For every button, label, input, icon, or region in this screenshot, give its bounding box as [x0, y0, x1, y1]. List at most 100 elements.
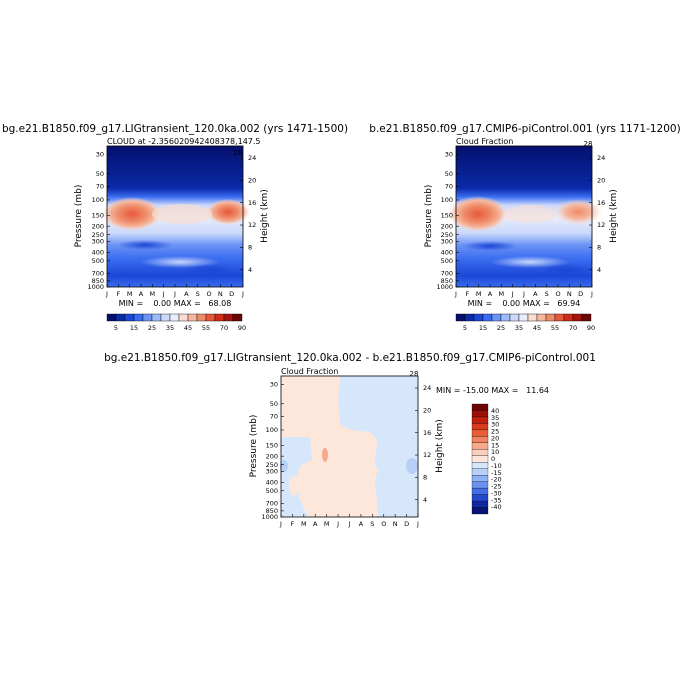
colorbar-swatch	[471, 442, 489, 450]
pressure-tick-label: 50	[270, 400, 278, 408]
pressure-tick-label: 850	[92, 277, 104, 285]
colorbar-label: 30	[491, 421, 499, 429]
pressure-tick-label: 1000	[261, 513, 278, 521]
colorbar-label: -30	[491, 489, 502, 497]
colorbar-label: 0	[491, 455, 495, 463]
month-tick-label: O	[381, 520, 386, 528]
colorbar-swatch	[455, 313, 466, 322]
colorbar-label: 70	[569, 324, 577, 332]
pressure-tick-label: 100	[92, 196, 104, 204]
month-tick-label: J	[454, 290, 457, 298]
pressure-tick-label: 100	[441, 196, 453, 204]
pressure-tick-label: 850	[441, 277, 453, 285]
pressure-tick-label: 850	[266, 507, 278, 515]
colorbar-label: 35	[515, 324, 523, 332]
month-tick-label: J	[348, 520, 351, 528]
month-tick-label: J	[511, 290, 514, 298]
pressure-tick-label: 70	[270, 413, 278, 421]
colorbar-label: 20	[491, 434, 499, 442]
height-tick-label: 20	[423, 407, 431, 415]
pressure-tick-label: 150	[92, 211, 104, 219]
colorbar-label: 45	[533, 324, 541, 332]
month-tick-label: D	[578, 290, 583, 298]
colorbar-swatch	[106, 313, 117, 322]
month-tick-label: M	[499, 290, 505, 298]
height-tick-label: 8	[597, 244, 601, 252]
height-tick-label: 12	[423, 451, 431, 459]
month-tick-label: J	[336, 520, 339, 528]
colorbar-swatch	[196, 313, 207, 322]
colorbar-label: 90	[238, 324, 246, 332]
colorbar-swatch	[214, 313, 225, 322]
panel-title-diff: bg.e21.B1850.f09_g17.LIGtransient_120.0k…	[104, 352, 596, 364]
colorbar-swatch	[471, 410, 489, 418]
pressure-tick-label: 30	[96, 151, 104, 159]
pressure-tick-label: 250	[441, 231, 453, 239]
height-axis-right: 24 20 16 12 8 4	[589, 154, 605, 274]
colorbar-label: 25	[491, 428, 499, 436]
height-tick-label: 20	[248, 177, 256, 185]
colorbar-swatch	[500, 313, 511, 322]
pressure-tick-label: 30	[270, 381, 278, 389]
colorbar-swatch	[187, 313, 198, 322]
colorbar-swatch	[509, 313, 520, 322]
pressure-tick-label: 400	[266, 479, 278, 487]
colorbar-swatch	[471, 468, 489, 476]
difference-field	[280, 376, 418, 517]
pressure-tick-label: 700	[92, 270, 104, 278]
month-tick-label: N	[393, 520, 398, 528]
height-tick-label: 16	[248, 199, 256, 207]
colorbar-swatch	[471, 449, 489, 456]
month-tick-label: A	[184, 290, 189, 298]
panel-subtitle-right: Cloud Fraction	[456, 137, 513, 146]
pressure-tick-label: 150	[266, 441, 278, 449]
corner-label-diff: 28	[410, 370, 419, 378]
month-tick-label: J	[590, 290, 593, 298]
colorbar-label: 45	[184, 324, 192, 332]
pressure-tick-label: 70	[445, 183, 453, 191]
colorbar-swatch	[471, 507, 489, 515]
colorbar-label: 15	[491, 441, 499, 449]
month-tick-label: J	[162, 290, 165, 298]
colorbar-label: 25	[148, 324, 156, 332]
stats-diff: MIN = -15.00 MAX = 11.64	[436, 386, 549, 395]
colorbar-label: -15	[491, 469, 502, 477]
panel-right: b.e21.B1850.f09_g17.CMIP6-piControl.001 …	[369, 123, 680, 332]
height-tick-label: 8	[423, 474, 427, 482]
colorbar-swatch	[563, 313, 574, 322]
colorbar-swatch	[223, 313, 234, 322]
pressure-tick-label: 200	[92, 222, 104, 230]
pressure-tick-label: 100	[266, 426, 278, 434]
colorbar-swatch	[471, 455, 489, 463]
month-tick-label: S	[545, 290, 549, 298]
pressure-tick-label: 50	[445, 170, 453, 178]
colorbar-label: 15	[479, 324, 487, 332]
height-tick-label: 16	[423, 429, 431, 437]
pressure-label-left: Pressure (mb)	[74, 185, 84, 248]
pressure-label-diff: Pressure (mb)	[249, 415, 259, 478]
stats-left: MIN = 0.00 MAX = 68.08	[119, 299, 232, 308]
month-tick-label: A	[533, 290, 538, 298]
pressure-tick-label: 1000	[436, 283, 453, 291]
height-tick-label: 12	[248, 221, 256, 229]
month-tick-label: J	[105, 290, 108, 298]
colorbar-swatch	[545, 313, 556, 322]
colorbar-swatch	[124, 313, 135, 322]
pressure-tick-label: 400	[92, 249, 104, 257]
colorbar-swatch	[133, 313, 144, 322]
colorbar-swatch	[471, 436, 489, 443]
month-tick-label: M	[301, 520, 307, 528]
colorbar-swatch	[471, 429, 489, 437]
stats-right: MIN = 0.00 MAX = 69.94	[468, 299, 581, 308]
colorbar-swatch	[572, 313, 583, 322]
month-tick-label: J	[279, 520, 282, 528]
month-tick-label: D	[404, 520, 409, 528]
pressure-tick-label: 250	[92, 231, 104, 239]
colorbar-swatch	[464, 313, 475, 322]
colorbar-label: -20	[491, 476, 502, 484]
height-axis-left: 24 20 16 12 8 4	[240, 154, 256, 274]
